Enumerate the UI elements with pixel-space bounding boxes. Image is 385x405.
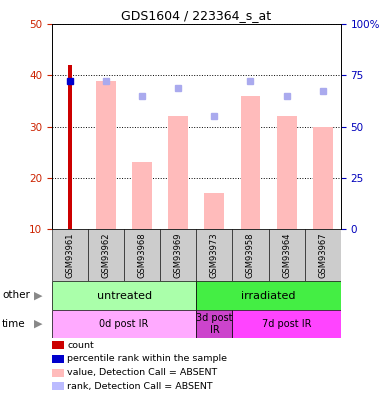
Bar <box>233 229 269 281</box>
Bar <box>52 310 196 338</box>
Bar <box>277 116 296 229</box>
Text: GSM93968: GSM93968 <box>138 232 147 278</box>
Text: GSM93964: GSM93964 <box>282 232 291 278</box>
Text: GSM93962: GSM93962 <box>102 232 110 278</box>
Title: GDS1604 / 223364_s_at: GDS1604 / 223364_s_at <box>121 9 271 22</box>
Bar <box>305 229 341 281</box>
Text: untreated: untreated <box>97 291 152 301</box>
Text: ▶: ▶ <box>33 319 42 329</box>
Bar <box>124 229 160 281</box>
Bar <box>196 310 233 338</box>
Text: ▶: ▶ <box>33 290 42 300</box>
Bar <box>160 229 196 281</box>
Text: GSM93967: GSM93967 <box>318 232 327 278</box>
Text: GSM93961: GSM93961 <box>65 232 75 278</box>
Bar <box>52 281 196 310</box>
Bar <box>168 116 188 229</box>
Text: rank, Detection Call = ABSENT: rank, Detection Call = ABSENT <box>67 382 213 391</box>
Bar <box>132 162 152 229</box>
Bar <box>196 229 233 281</box>
Text: time: time <box>2 319 25 329</box>
Text: GSM93969: GSM93969 <box>174 232 183 278</box>
Text: 0d post IR: 0d post IR <box>99 319 149 329</box>
Bar <box>196 281 341 310</box>
Text: GSM93958: GSM93958 <box>246 232 255 278</box>
Bar <box>68 65 72 229</box>
Bar <box>269 229 305 281</box>
Bar <box>96 81 116 229</box>
Bar <box>204 193 224 229</box>
Bar <box>88 229 124 281</box>
Text: GSM93973: GSM93973 <box>210 232 219 278</box>
Text: 7d post IR: 7d post IR <box>262 319 311 329</box>
Text: percentile rank within the sample: percentile rank within the sample <box>67 354 228 363</box>
Bar <box>241 96 260 229</box>
Bar <box>52 229 88 281</box>
Text: 3d post
IR: 3d post IR <box>196 313 233 335</box>
Bar <box>313 126 333 229</box>
Text: irradiated: irradiated <box>241 291 296 301</box>
Text: other: other <box>2 290 30 300</box>
Bar <box>233 310 341 338</box>
Text: count: count <box>67 341 94 350</box>
Text: value, Detection Call = ABSENT: value, Detection Call = ABSENT <box>67 368 218 377</box>
